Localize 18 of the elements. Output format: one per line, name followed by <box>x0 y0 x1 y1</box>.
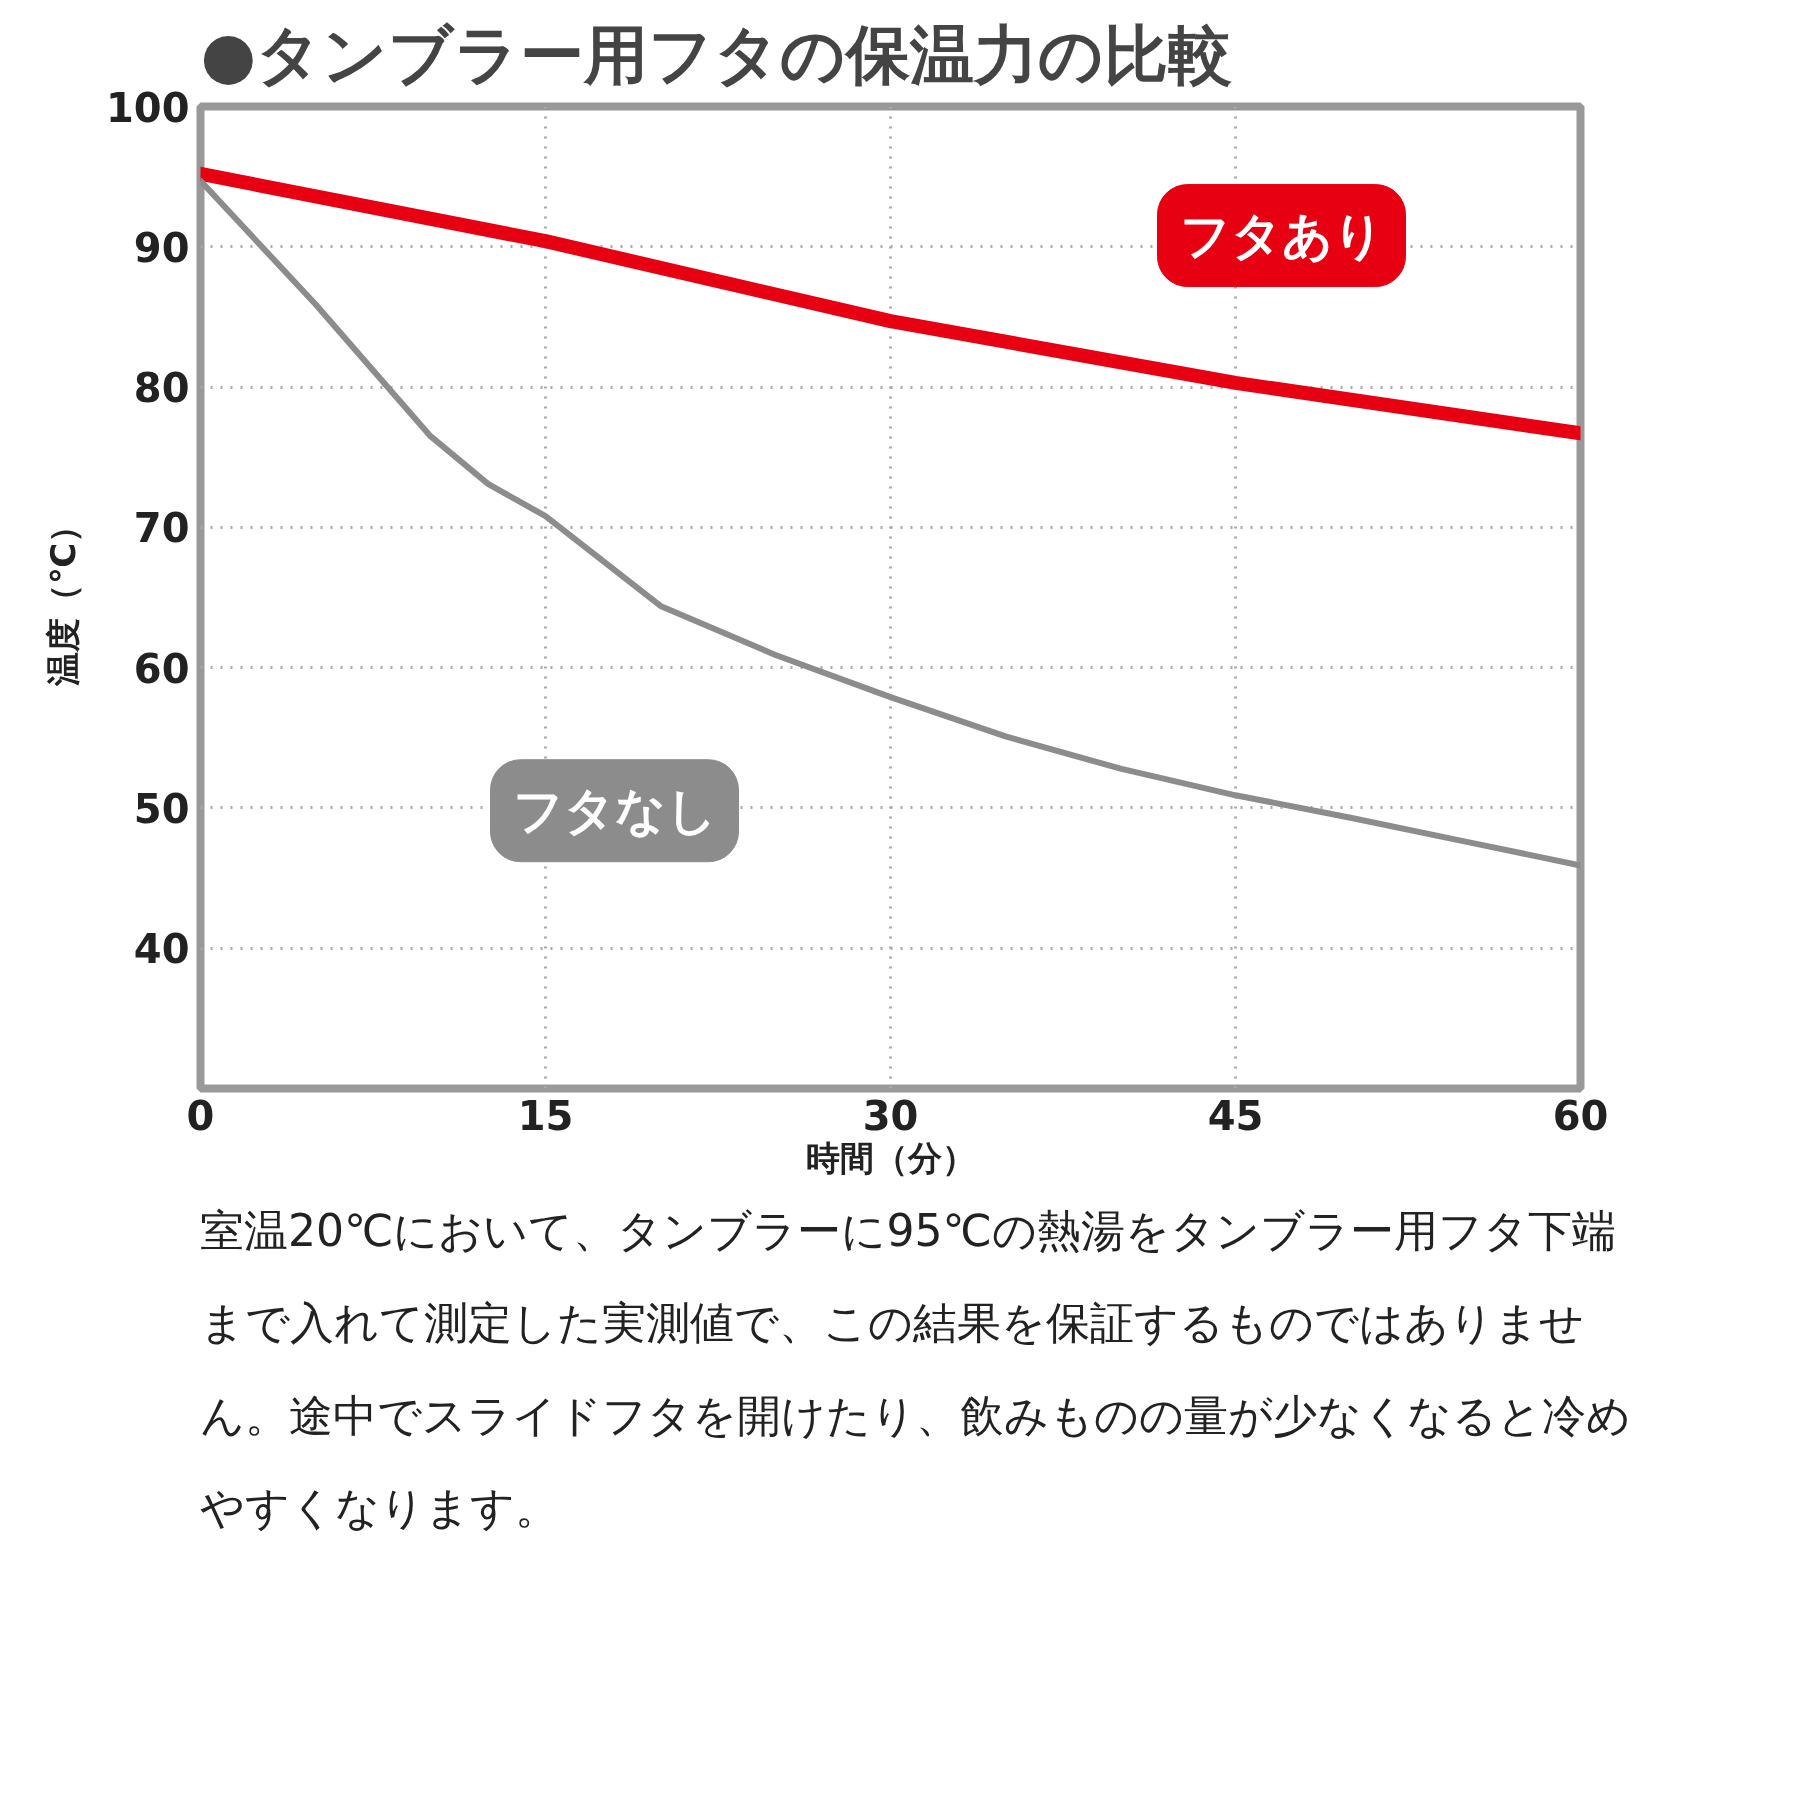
y-tick-label: 70 <box>133 505 190 552</box>
y-tick-label: 100 <box>106 84 190 131</box>
text: フタなし <box>512 781 717 840</box>
y-tick-label: 50 <box>133 785 190 832</box>
x-tick-label: 15 <box>517 1092 574 1139</box>
text: 室温20℃において、タンブラーに95℃の熱湯をタンブラー用フタ下端まで入れて測定した実測値で、この結果を保証するものではありません。途中でスライドフタを開けたり、飲みものの量が少なくなると冷めやすくなります。 <box>200 1204 1632 1536</box>
chart-title: ●タンブラー用フタの保温力の比較 <box>200 17 1233 92</box>
x-tick-label: 60 <box>1552 1092 1609 1139</box>
y-tick-label: 80 <box>133 365 190 412</box>
y-axis-title: 温度（℃） <box>43 508 83 688</box>
y-tick-label: 90 <box>133 224 190 271</box>
x-tick-label: 30 <box>862 1092 919 1139</box>
x-axis-title: 時間（分） <box>805 1137 976 1178</box>
x-tick-label: 0 <box>186 1092 215 1139</box>
x-tick-label: 45 <box>1207 1092 1264 1139</box>
text: フタあり <box>1179 206 1384 265</box>
y-tick-label: 60 <box>133 645 190 692</box>
y-tick-label: 40 <box>133 926 190 973</box>
